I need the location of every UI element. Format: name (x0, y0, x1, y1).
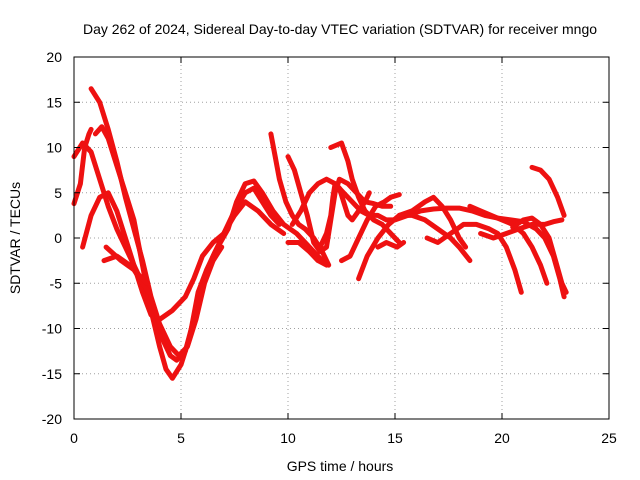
series-line-pass-21 (510, 215, 569, 295)
data-traces (71, 86, 569, 381)
y-tick-label: 20 (46, 49, 62, 65)
axis-ticks (73, 56, 610, 420)
series-line-pass-20 (478, 217, 565, 241)
x-tick-label: 20 (494, 430, 510, 446)
series-line-pass-13 (317, 181, 372, 250)
series-line-pass-5 (88, 86, 225, 359)
y-axis-label: SDTVAR / TECUs (7, 182, 23, 294)
series-line-pass-3 (80, 190, 287, 322)
x-tick-label: 15 (387, 430, 403, 446)
y-tick-label: -5 (50, 275, 63, 291)
x-axis-label: GPS time / hours (287, 458, 394, 474)
series-line-pass-14 (339, 192, 402, 264)
series-line-pass-2 (71, 126, 94, 207)
chart-title: Day 262 of 2024, Sidereal Day-to-day VTE… (83, 21, 597, 37)
x-tick-labels: 0 5 10 15 20 25 (70, 430, 617, 446)
series-line-pass-18 (424, 221, 524, 295)
x-tick-label: 10 (280, 430, 296, 446)
series-line-pass-17 (396, 194, 469, 250)
y-tick-label: 10 (46, 140, 62, 156)
series-line-pass-1 (71, 140, 282, 363)
series-line-pass-11 (285, 240, 329, 268)
y-tick-labels: 20 15 10 5 0 -5 -10 -15 -20 (42, 49, 62, 427)
x-tick-label: 0 (70, 430, 78, 446)
series-line-pass-22 (529, 164, 567, 218)
y-tick-label: -15 (42, 366, 62, 382)
y-tick-label: -20 (42, 411, 62, 427)
x-tick-label: 5 (177, 430, 185, 446)
series-line-pass-7 (101, 253, 150, 286)
y-tick-label: 5 (54, 185, 62, 201)
series-line-pass-15 (356, 212, 473, 282)
series-line-pass-16 (375, 240, 407, 250)
y-tick-label: -10 (42, 321, 62, 337)
y-tick-label: 15 (46, 94, 62, 110)
y-tick-label: 0 (54, 230, 62, 246)
x-tick-label: 25 (601, 430, 617, 446)
